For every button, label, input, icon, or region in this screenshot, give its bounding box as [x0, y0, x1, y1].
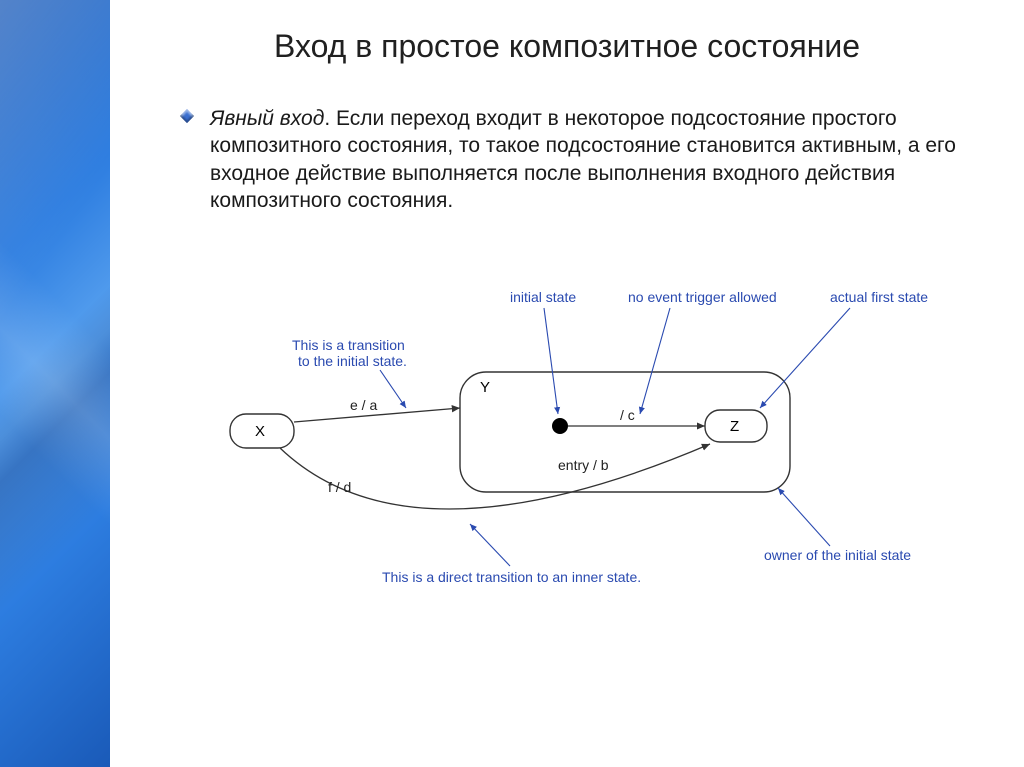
state-x-label: X — [255, 423, 265, 440]
ann-no-event: no event trigger allowed — [628, 289, 777, 305]
state-diagram: Y entry / b Z X e / a / c f / d This is … — [150, 262, 984, 622]
state-y-box — [460, 372, 790, 492]
ann-direct-transition-arrow — [470, 524, 510, 566]
entry-action-label: entry / b — [558, 457, 609, 473]
ann-no-event-arrow — [640, 308, 670, 414]
transition-x-to-z — [280, 444, 710, 509]
ann-actual-first-arrow — [760, 308, 850, 408]
ann-transition-initial-arrow — [380, 370, 406, 408]
initial-pseudostate — [552, 418, 568, 434]
slide-title: Вход в простое композитное состояние — [150, 28, 984, 65]
state-y-label: Y — [480, 379, 490, 396]
ann-initial-state: initial state — [510, 289, 576, 305]
slide-sidebar-decoration — [0, 0, 110, 767]
ann-transition-initial-1: This is a transition — [292, 337, 405, 353]
ann-owner-arrow — [778, 488, 830, 546]
ann-initial-state-arrow — [544, 308, 558, 414]
bullet-lead: Явный вход — [210, 107, 324, 130]
bullet-paragraph: Явный вход. Если переход входит в некото… — [210, 105, 974, 214]
transition-x-to-z-label: f / d — [328, 479, 351, 495]
ann-actual-first: actual first state — [830, 289, 928, 305]
state-z-label: Z — [730, 418, 739, 435]
ann-owner: owner of the initial state — [764, 547, 911, 563]
ann-direct-transition: This is a direct transition to an inner … — [382, 569, 641, 585]
slide-content: Вход в простое композитное состояние Явн… — [110, 0, 1024, 767]
transition-initial-to-z-label: / c — [620, 407, 635, 423]
bullet-icon — [180, 109, 194, 123]
ann-transition-initial-2: to the initial state. — [298, 353, 407, 369]
transition-x-to-y-label: e / a — [350, 397, 377, 413]
